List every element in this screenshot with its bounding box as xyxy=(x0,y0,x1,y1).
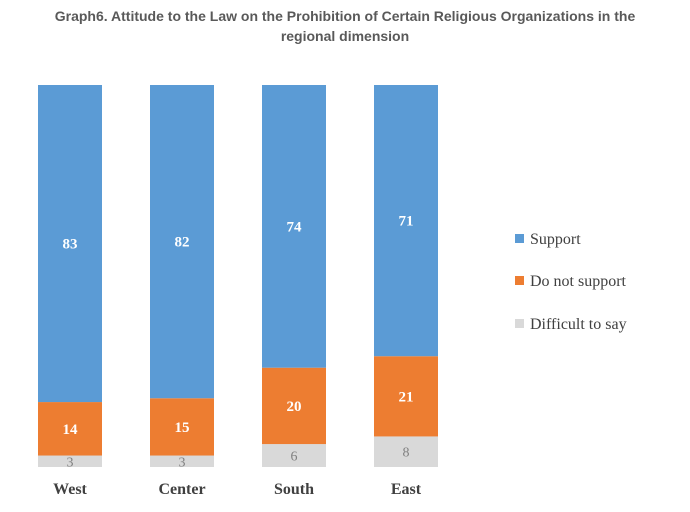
category-label-center: Center xyxy=(158,481,205,498)
data-label-center-difficult-to-say: 3 xyxy=(179,455,186,470)
data-label-west-support: 83 xyxy=(63,237,78,253)
legend-swatch-do-not-support xyxy=(515,276,524,285)
data-label-east-difficult-to-say: 8 xyxy=(403,446,410,461)
data-label-west-do-not-support: 14 xyxy=(63,422,79,438)
legend-label-difficult-to-say: Difficult to say xyxy=(530,316,627,333)
chart-title-line-2: regional dimension xyxy=(280,28,410,44)
category-label-south: South xyxy=(274,481,314,498)
bar-east-difficult-to-say xyxy=(374,436,438,467)
bar-west-support xyxy=(38,85,102,403)
data-label-center-support: 82 xyxy=(175,235,190,251)
bar-west-do-not-support xyxy=(38,402,102,456)
bar-center-support xyxy=(150,85,214,399)
bar-west-difficult-to-say xyxy=(38,455,102,467)
bar-south-support xyxy=(262,85,326,368)
legend-swatch-difficult-to-say xyxy=(515,319,524,328)
bar-east-do-not-support xyxy=(374,356,438,437)
category-labels-group: West Center South East xyxy=(53,481,422,498)
legend-swatch-support xyxy=(515,234,524,243)
data-label-west-difficult-to-say: 3 xyxy=(67,455,74,470)
bar-center-do-not-support xyxy=(150,398,214,456)
bar-center-difficult-to-say xyxy=(150,455,214,467)
category-label-east: East xyxy=(391,481,422,498)
chart-title-line-1: Graph6. Attitude to the Law on the Prohi… xyxy=(54,8,636,24)
data-label-south-do-not-support: 20 xyxy=(287,399,302,415)
data-label-east-support: 71 xyxy=(399,214,414,230)
data-label-south-difficult-to-say: 6 xyxy=(291,450,298,465)
chart-title: Graph6. Attitude to the Law on the Prohi… xyxy=(0,6,690,46)
data-label-east-do-not-support: 21 xyxy=(399,389,414,405)
bars-group xyxy=(38,85,438,467)
category-label-west: West xyxy=(53,481,87,498)
bar-south-do-not-support xyxy=(262,367,326,445)
bar-east-support xyxy=(374,85,438,357)
legend-label-do-not-support: Do not support xyxy=(530,273,627,290)
data-label-south-support: 74 xyxy=(287,219,303,235)
data-label-center-do-not-support: 15 xyxy=(175,420,190,436)
bar-south-difficult-to-say xyxy=(262,444,326,467)
legend: Support Do not support Difficult to say xyxy=(515,231,627,333)
value-labels-group: 3 14 83 3 15 82 6 20 74 8 21 71 xyxy=(63,214,414,471)
legend-label-support: Support xyxy=(530,231,581,248)
